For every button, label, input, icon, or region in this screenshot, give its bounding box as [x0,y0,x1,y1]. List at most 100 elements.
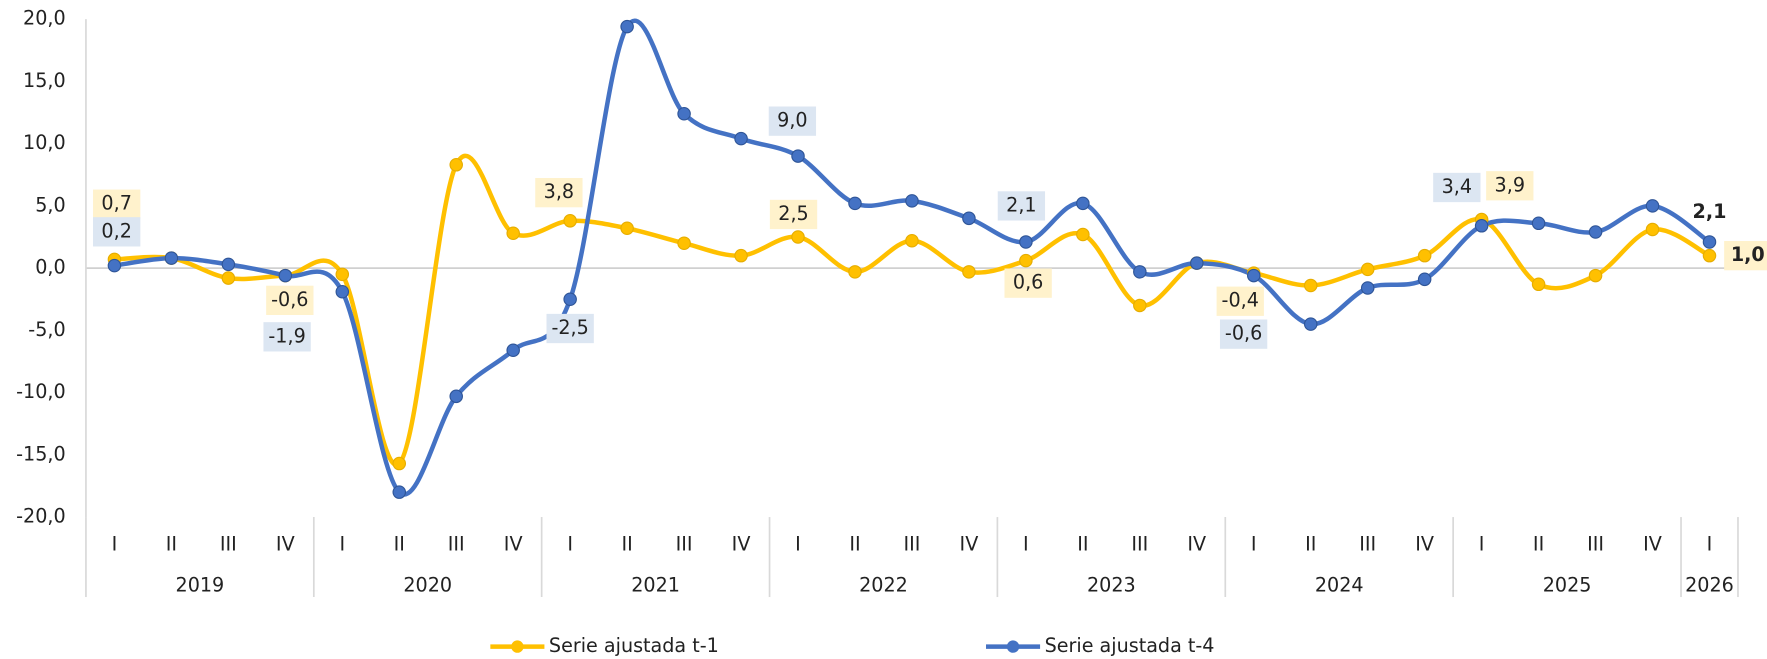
x-tick-label: I [795,533,801,556]
point [1645,222,1660,237]
y-tick-label: 0,0 [35,256,65,279]
point [1360,262,1375,277]
point [677,106,691,121]
data-label: 3,4 [1442,175,1472,198]
x-tick-label: III [220,533,237,556]
x-tick-label: II [1533,533,1544,556]
year-label: 2026 [1685,573,1734,596]
x-tick-label: I [1707,533,1713,556]
data-label: -1,9 [268,324,305,347]
point [1076,227,1090,242]
data-label-bg [997,191,1046,221]
x-tick-label: II [1305,533,1316,556]
x-tick-label: I [112,533,118,556]
data-label-group: 2,1 [997,191,1046,221]
point [848,196,862,211]
year-label: 2025 [1543,573,1592,596]
data-label-group: 0,7 [93,189,141,219]
data-label-group: 2,5 [769,199,818,230]
data-label-group: 0,6 [1004,268,1052,298]
data-label-bg [1216,286,1264,316]
point [392,485,407,499]
point [1417,248,1432,263]
point [848,265,862,279]
y-tick-label: 15,0 [23,69,66,92]
data-label: -0,4 [1222,289,1259,312]
data-label: 0,7 [101,192,131,215]
point [905,194,919,208]
point [962,265,976,279]
point [1588,225,1603,239]
x-tick-label: II [394,533,405,556]
legend-marker [511,640,524,653]
legend-label: Serie ajustada t-1 [549,634,719,657]
point [1702,235,1717,249]
year-label: 2020 [403,573,452,596]
x-tick-label: III [676,533,693,556]
data-label: -0,6 [271,288,308,311]
point [791,230,805,244]
point [677,236,691,250]
data-label-bg [546,313,594,344]
point [905,233,919,248]
data-label-group: 9,0 [768,106,817,136]
point [563,292,577,306]
data-label-group: 3,9 [1486,171,1534,201]
point [449,158,463,172]
data-label: -0,6 [1225,322,1262,345]
point [1360,281,1375,295]
point [1303,278,1318,293]
point [335,284,350,299]
point [506,343,520,358]
point [1531,277,1546,292]
point [962,211,976,226]
data-label-group: 3,4 [1433,172,1481,203]
data-label-bg [1486,171,1534,201]
point [1417,272,1432,287]
data-label-bg [93,189,141,219]
data-label-group: -0,6 [1219,319,1268,349]
year-label: 2021 [631,573,680,596]
x-tick-label: IV [276,533,295,556]
data-label: -2,5 [551,316,588,339]
year-label: 2019 [176,573,225,596]
x-tick-label: IV [960,533,979,556]
data-label: 3,9 [1495,173,1525,196]
data-label-group: 2,1 [1693,200,1727,223]
x-tick-label: IV [504,533,523,556]
y-tick-label: 20,0 [23,7,66,30]
data-label: 9,0 [777,109,807,132]
point [1588,268,1603,283]
data-label: 2,1 [1693,200,1727,223]
data-label-bg [266,285,314,316]
point [791,149,805,163]
x-tick-label: I [1023,533,1029,556]
point [506,226,520,241]
point [1133,265,1147,279]
x-tick-label: III [1359,533,1376,556]
x-tick-label: II [166,533,177,556]
x-tick-label: III [1587,533,1604,556]
data-label-bg [769,199,818,230]
legend-label: Serie ajustada t-4 [1045,634,1215,657]
data-label-bg [768,106,817,136]
y-tick-label: -20,0 [16,505,66,528]
point [1190,256,1204,270]
point [1303,317,1318,331]
point [734,131,748,146]
data-label-bg [535,177,583,208]
data-label-bg [263,322,311,352]
data-label-bg [1004,268,1052,298]
point [221,271,236,285]
y-tick-label: -10,0 [16,380,66,403]
data-label-group: -0,6 [266,285,314,316]
legend-item: Serie ajustada t-4 [986,634,1215,657]
x-tick-label: I [567,533,573,556]
data-label-bg [1724,241,1767,271]
data-label: 2,5 [778,202,808,225]
data-label-bg [1219,319,1268,349]
y-tick-label: 10,0 [23,131,66,154]
point [1474,219,1489,233]
year-label: 2024 [1315,573,1364,596]
